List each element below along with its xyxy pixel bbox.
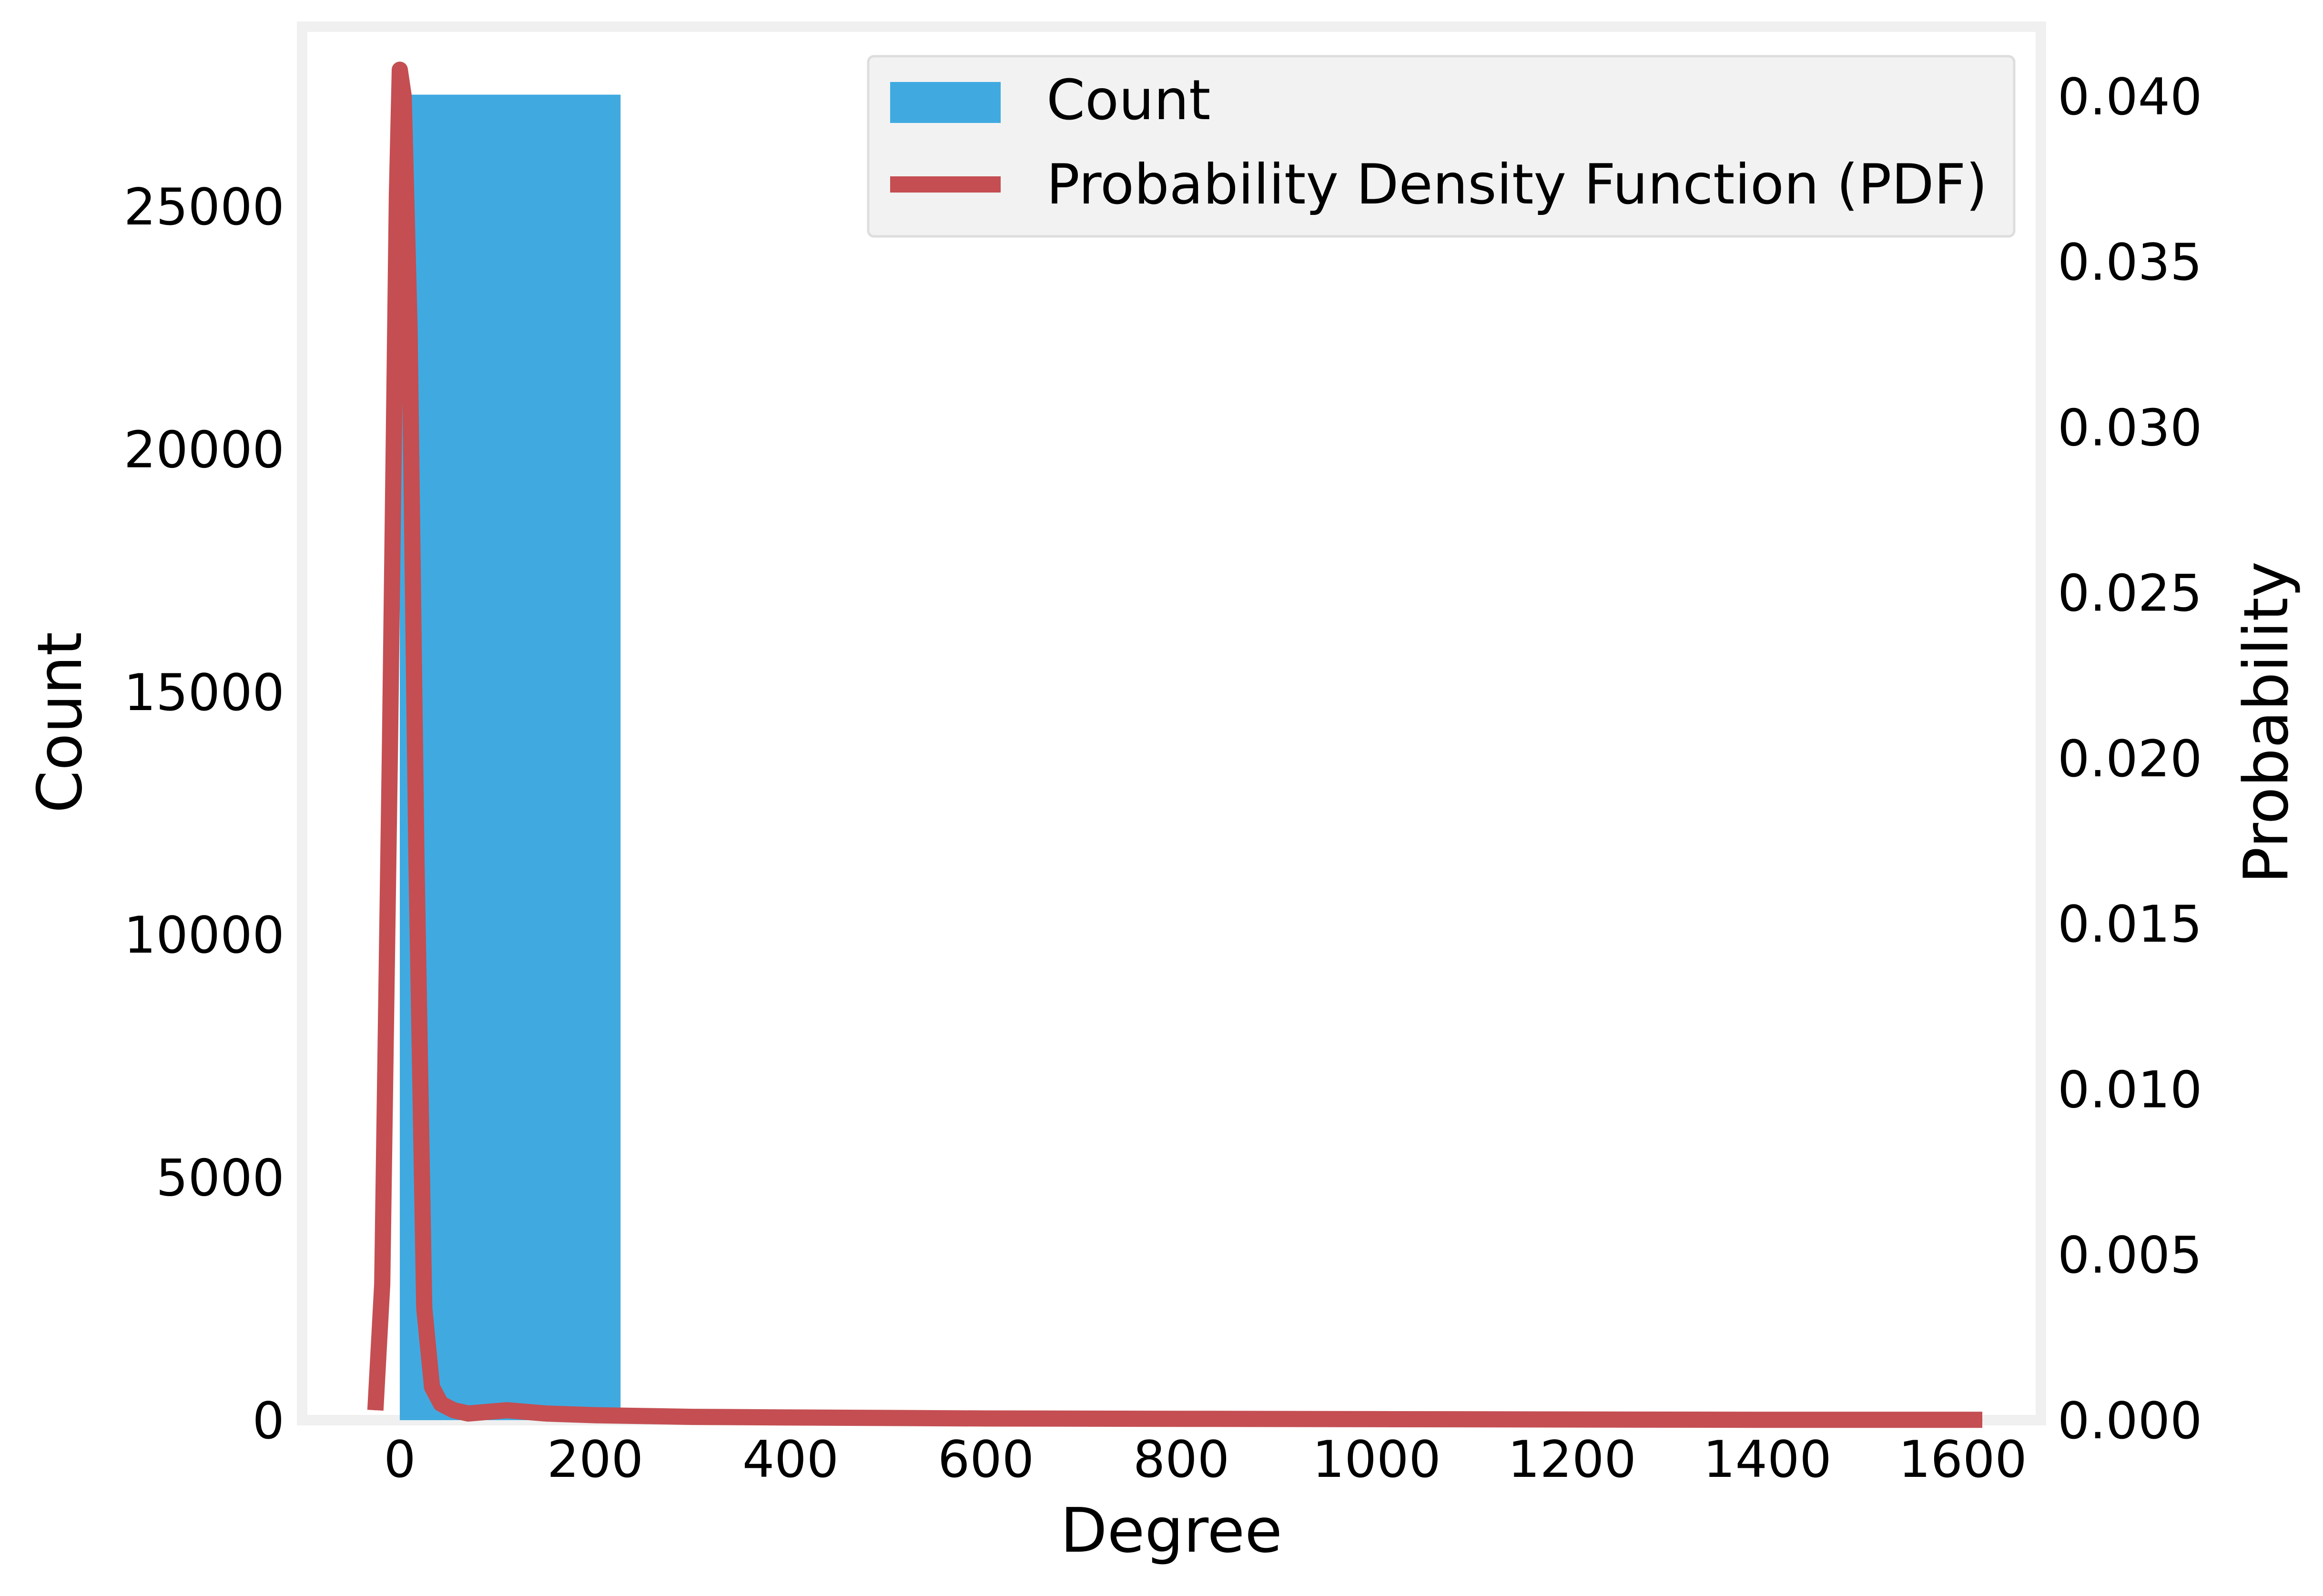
y-left-tick-label: 20000: [124, 420, 284, 479]
y-axis-right-ticks: 0.000 0.005 0.010 0.015 0.020 0.025 0.030 0.035…: [2058, 68, 2202, 1450]
y-left-tick-label: 0: [253, 1392, 284, 1450]
pdf-point-3: [396, 195, 397, 196]
pdf-point-1: [382, 1284, 383, 1285]
bar-0: [400, 94, 621, 1421]
y-right-tick-label: 0.005: [2058, 1226, 2202, 1285]
y-left-tick-label: 10000: [124, 906, 284, 965]
y-axis-left-ticks: 0 5000 10000 15000 20000 25000: [124, 178, 284, 1450]
y-left-tick-label: 5000: [156, 1149, 284, 1208]
y-right-tick-label: 0.030: [2058, 398, 2202, 457]
x-tick-label: 1400: [1703, 1430, 1832, 1489]
legend-pdf-label: Probability Density Function (PDF): [1046, 152, 1988, 217]
legend-count-label: Count: [1046, 68, 1211, 132]
y-left-tick-label: 25000: [124, 178, 284, 236]
y-axis-left-label: Count: [25, 632, 96, 813]
x-tick-label: 1000: [1312, 1430, 1441, 1489]
x-tick-label: 1200: [1508, 1430, 1636, 1489]
x-tick-label: 600: [938, 1430, 1034, 1489]
pdf-line-group: [367, 61, 1983, 1428]
legend-box: [867, 55, 2016, 238]
y-axis-right-label: Probability: [2231, 561, 2302, 884]
pdf-point-8: [424, 1307, 425, 1308]
legend-count-swatch: [890, 82, 1001, 123]
pdf-point-11: [453, 1410, 454, 1411]
y-right-tick-label: 0.035: [2058, 233, 2202, 292]
x-tick-label: 800: [1133, 1430, 1229, 1489]
y-right-tick-label: 0.020: [2058, 730, 2202, 788]
x-axis-label: Degree: [1060, 1495, 1282, 1566]
x-axis-ticks: 0 200 400 600 800 1000 1200 1400 1600: [384, 1430, 2027, 1489]
y-right-tick-label: 0.015: [2058, 895, 2202, 954]
y-right-tick-label: 0.040: [2058, 68, 2202, 126]
x-tick-label: 0: [384, 1430, 416, 1489]
y-left-tick-label: 15000: [124, 663, 284, 722]
x-tick-label: 1600: [1898, 1430, 2027, 1489]
x-tick-label: 200: [547, 1430, 643, 1489]
histogram-bars: [400, 94, 1946, 1421]
legend: Count Probability Density Function (PDF): [867, 55, 2016, 238]
y-right-tick-label: 0.010: [2058, 1060, 2202, 1119]
pdf-point-15: [546, 1413, 547, 1414]
y-right-tick-label: 0.000: [2058, 1392, 2202, 1450]
x-tick-label: 400: [742, 1430, 839, 1489]
y-right-tick-label: 0.025: [2058, 564, 2202, 623]
